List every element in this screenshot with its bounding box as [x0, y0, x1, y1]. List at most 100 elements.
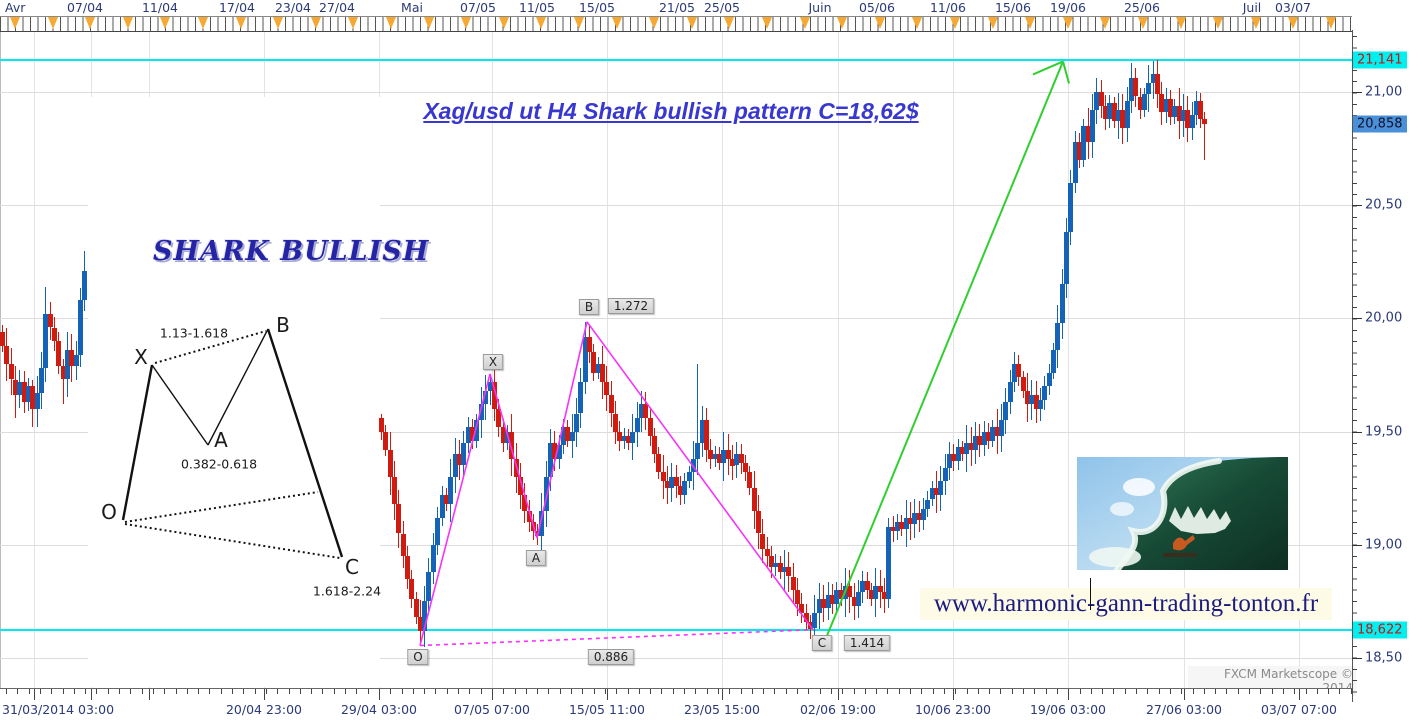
- key-level-line[interactable]: [0, 629, 1352, 631]
- bottom-minor-tick: [684, 689, 685, 694]
- candle: [743, 463, 748, 473]
- bottom-minor-tick: [401, 689, 403, 694]
- bottom-minor-tick: [232, 689, 233, 694]
- bottom-minor-tick: [842, 689, 844, 694]
- candle: [886, 526, 891, 600]
- bottom-minor-tick: [729, 689, 731, 694]
- bottom-ruler[interactable]: [0, 688, 1352, 701]
- pattern-chip-A[interactable]: A: [525, 550, 547, 566]
- candle: [1194, 101, 1199, 115]
- pattern-chip-O[interactable]: O: [407, 649, 429, 665]
- bottom-minor-tick: [661, 689, 663, 694]
- bottom-minor-tick: [152, 689, 154, 694]
- candle: [687, 472, 692, 482]
- bottom-minor-tick: [424, 689, 426, 694]
- bottom-axis-label: 15/05 11:00: [568, 702, 646, 717]
- top-axis-label: 25/06: [1123, 0, 1161, 15]
- candle: [1112, 103, 1117, 122]
- top-axis-label: 21/05: [658, 0, 696, 15]
- diagram-point-X: X: [134, 345, 148, 369]
- candle: [682, 481, 687, 495]
- bottom-minor-tick: [356, 689, 358, 694]
- bottom-minor-tick: [1056, 689, 1058, 694]
- calendar-day-marker-icon: [874, 17, 885, 29]
- bottom-minor-tick: [345, 689, 346, 694]
- calendar-day-marker-icon: [122, 17, 133, 29]
- bottom-minor-tick: [638, 689, 640, 694]
- top-axis-label: 07/04: [66, 0, 104, 15]
- candle: [4, 345, 9, 364]
- candle: [82, 270, 87, 301]
- top-axis-label: 07/05: [459, 0, 497, 15]
- price-level-chip: 20,858: [1353, 115, 1407, 133]
- bottom-minor-tick: [1328, 689, 1330, 694]
- top-axis-label: 15/05: [578, 0, 616, 15]
- calendar-day-marker-icon: [724, 17, 735, 29]
- bottom-minor-tick: [412, 689, 414, 694]
- pattern-chip-B[interactable]: B: [578, 299, 600, 315]
- top-axis-label: 11/06: [929, 0, 967, 15]
- candle: [1090, 110, 1095, 142]
- website-text[interactable]: www.harmonic-gann-trading-tonton.fr: [920, 588, 1332, 620]
- pattern-chip-1.414[interactable]: 1.414: [843, 635, 891, 651]
- candle: [1202, 119, 1207, 124]
- calendar-day-marker-icon: [1326, 17, 1336, 29]
- key-level-line[interactable]: [0, 59, 1352, 61]
- calendar-day-marker-icon: [47, 17, 58, 29]
- chart-title[interactable]: Xag/usd ut H4 Shark bullish pattern C=18…: [423, 98, 919, 124]
- price-axis[interactable]: 21,00 20,50 20,00 19,50 19,00 18,50 21,141 20,8…: [1352, 30, 1423, 702]
- top-axis-label: 19/06: [1049, 0, 1087, 15]
- bottom-minor-tick: [288, 689, 290, 694]
- bottom-minor-tick: [548, 689, 550, 694]
- calendar-day-marker-icon: [686, 17, 697, 29]
- bottom-minor-tick: [62, 689, 64, 694]
- candle: [479, 404, 484, 421]
- candle: [643, 404, 648, 418]
- bottom-major-tick: [607, 689, 608, 700]
- candle: [600, 363, 605, 382]
- candle: [61, 365, 66, 380]
- bottom-minor-tick: [435, 689, 437, 694]
- bottom-minor-tick: [763, 689, 765, 694]
- bottom-minor-tick: [830, 689, 832, 694]
- candle: [544, 476, 549, 511]
- candle: [812, 612, 817, 629]
- candle: [1099, 92, 1104, 106]
- pattern-chip-1.272[interactable]: 1.272: [607, 298, 655, 314]
- bottom-minor-tick: [1350, 689, 1352, 694]
- bottom-minor-tick: [1011, 689, 1013, 694]
- candle: [483, 390, 488, 405]
- top-date-axis[interactable]: Avr 07/04 11/04 17/04 23/04 27/04 Mai 07/05 11/0…: [0, 0, 1352, 16]
- calendar-day-marker-icon: [649, 17, 660, 29]
- candle: [925, 499, 930, 509]
- bottom-minor-tick: [265, 689, 267, 694]
- bottom-minor-tick: [322, 689, 324, 694]
- bottom-minor-tick: [39, 689, 41, 694]
- calendar-day-marker-icon: [574, 17, 584, 29]
- calendar-day-marker-icon: [799, 17, 810, 29]
- shark-wave-photo[interactable]: [1077, 457, 1288, 570]
- candle: [522, 495, 527, 511]
- pattern-chip-0.886[interactable]: 0.886: [587, 649, 635, 665]
- candle: [1125, 101, 1130, 129]
- candle: [1120, 110, 1125, 129]
- pattern-chip-X[interactable]: X: [482, 354, 504, 370]
- price-major-tick: [1352, 658, 1362, 659]
- candle: [1172, 105, 1177, 117]
- bottom-minor-tick: [898, 689, 900, 694]
- bottom-minor-tick: [785, 689, 787, 694]
- bottom-minor-tick: [943, 689, 945, 694]
- price-major-tick: [1352, 92, 1362, 93]
- candle: [78, 300, 83, 355]
- candle: [48, 313, 53, 328]
- candle: [674, 476, 679, 486]
- bottom-axis-label: 27/06 03:00: [1145, 702, 1223, 717]
- candle: [1038, 399, 1043, 409]
- bottom-date-axis[interactable]: 31/03/2014 03:00 20/04 23:00 29/04 03:00 07…: [0, 701, 1423, 719]
- candle: [0, 332, 5, 346]
- candle: [379, 418, 384, 432]
- shark-bullish-wordart[interactable]: SHARK BULLISH: [153, 236, 430, 267]
- top-ruler[interactable]: [0, 16, 1352, 32]
- pattern-chip-C[interactable]: C: [811, 635, 833, 651]
